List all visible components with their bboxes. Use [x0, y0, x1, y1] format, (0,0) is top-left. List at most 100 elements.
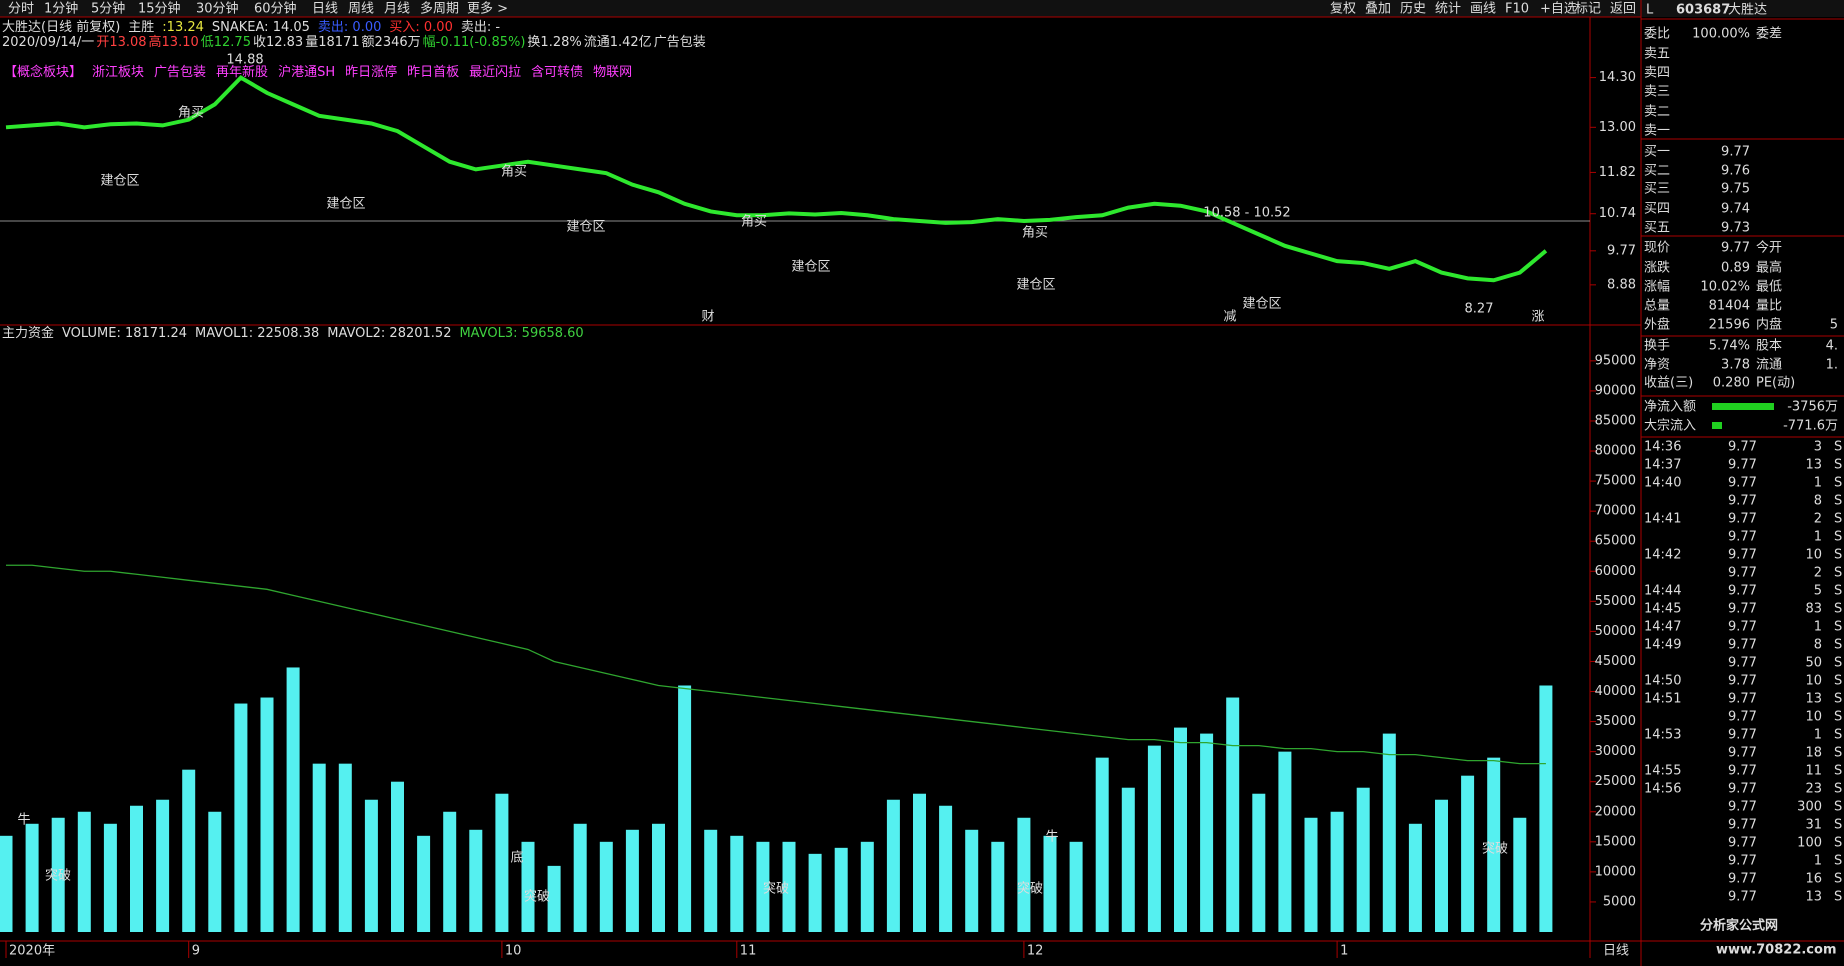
- quote-label: 总量: [1644, 299, 1670, 314]
- info-item: 流通1.42亿: [584, 35, 652, 50]
- info-item: 卖出: -: [461, 20, 501, 35]
- menu-item[interactable]: 多周期: [420, 1, 459, 17]
- menu-item[interactable]: 历史: [1400, 2, 1426, 17]
- menu-item[interactable]: 更多 >: [467, 1, 508, 17]
- menu-item[interactable]: 5分钟: [91, 1, 125, 17]
- x-tick-label: 2020年: [9, 944, 55, 959]
- quote-label: 涨跌: [1644, 260, 1670, 276]
- menu-item[interactable]: +自选: [1540, 2, 1577, 17]
- menu-item[interactable]: 1分钟: [44, 1, 78, 17]
- trade-price: 9.77: [1728, 746, 1757, 761]
- trade-price: 9.77: [1728, 566, 1757, 581]
- annotation: 建仓区: [1016, 278, 1055, 293]
- info-line: 大胜达(日线 前复权) 主胜:13.24 SNAKEA: 14.05 卖出: 0.00…: [2, 19, 500, 35]
- info-item: 买入: 0.00: [389, 20, 452, 35]
- volume-bar: [521, 841, 535, 932]
- volume-bar: [338, 763, 352, 932]
- menu-item[interactable]: 叠加: [1365, 2, 1391, 17]
- menu-item[interactable]: 复权: [1330, 1, 1356, 17]
- info-item: 量18171: [305, 35, 359, 50]
- menu-item[interactable]: 30分钟: [196, 1, 239, 17]
- info-item: 广告包装: [154, 65, 206, 80]
- trade-side: S: [1834, 710, 1842, 725]
- trade-price: 9.77: [1728, 440, 1757, 455]
- trade-time: 14:47: [1644, 620, 1681, 635]
- quote-value: 9.73: [1721, 221, 1750, 236]
- quote-label: 外盘: [1644, 317, 1670, 333]
- quote-value: 9.75: [1721, 182, 1750, 197]
- trade-side: S: [1834, 440, 1842, 455]
- info-item: 2020/09/14/一: [2, 35, 94, 50]
- quote-value: 3.78: [1721, 358, 1750, 373]
- trade-time: 14:41: [1644, 512, 1681, 527]
- info-item: 含可转债: [531, 64, 583, 80]
- trade-side: S: [1834, 764, 1842, 779]
- quote-value: 4.: [1826, 339, 1838, 354]
- trade-volume: 2: [1814, 512, 1822, 527]
- quote-label: 今开: [1756, 240, 1782, 256]
- info-item: 再年新股: [216, 64, 268, 80]
- annotation: 角买: [741, 215, 767, 230]
- menu-item[interactable]: 返回: [1610, 2, 1636, 17]
- info-item: 广告包装: [654, 35, 706, 50]
- menu-item[interactable]: 15分钟: [138, 1, 181, 17]
- menu-item[interactable]: 统计: [1435, 2, 1461, 17]
- info-item: 【概念板块】: [4, 64, 82, 80]
- menu-item[interactable]: 日线: [312, 2, 338, 17]
- volume-bar: [391, 781, 404, 932]
- menu-item[interactable]: F10: [1505, 2, 1529, 17]
- trade-side: S: [1834, 890, 1842, 905]
- watermark-site: www.70822.com: [1716, 943, 1837, 958]
- menu-item[interactable]: 月线: [384, 2, 410, 17]
- info-item: 收12.83: [253, 35, 303, 50]
- trade-price: 9.77: [1728, 656, 1757, 671]
- indicator-item: MAVOL3: 59658.60: [459, 326, 583, 341]
- quote-label: 买五: [1644, 221, 1670, 236]
- volume-bar: [182, 769, 196, 932]
- watermark: 分析家公式网: [1700, 918, 1778, 934]
- trade-volume: 2: [1814, 566, 1822, 581]
- indicator-item: MAVOL2: 28201.52: [327, 326, 451, 341]
- y-tick-label: 55000: [1595, 594, 1636, 609]
- trade-volume: 10: [1805, 674, 1822, 689]
- info-item: 最近闪拉: [469, 65, 521, 80]
- menu-item[interactable]: 标记: [1575, 2, 1601, 17]
- x-tick-label: 11: [740, 944, 757, 959]
- volume-bar: [678, 685, 692, 932]
- volume-bar: [573, 823, 587, 932]
- volume-bar: [1382, 733, 1396, 932]
- annotation: 牛: [1045, 830, 1058, 845]
- quote-value: 0.89: [1721, 261, 1750, 276]
- volume-bar: [495, 793, 509, 932]
- menu-item[interactable]: 分时: [8, 2, 34, 17]
- volume-bar: [1278, 751, 1292, 932]
- quote-label: 卖三: [1644, 85, 1670, 100]
- annotation: 牛: [17, 813, 30, 828]
- volume-bar: [1043, 835, 1057, 932]
- menu-item[interactable]: 60分钟: [254, 1, 297, 17]
- trade-time: 14:53: [1644, 728, 1681, 743]
- quote-value: 5: [1830, 318, 1838, 333]
- y-tick-label: 80000: [1595, 444, 1636, 459]
- info-item: 卖出: 0.00: [318, 20, 381, 35]
- volume-bar: [1304, 817, 1318, 932]
- trade-volume: 8: [1814, 494, 1822, 509]
- trade-price: 9.77: [1728, 548, 1757, 563]
- trade-side: S: [1834, 566, 1842, 581]
- trade-side: S: [1834, 620, 1842, 635]
- trade-volume: 10: [1805, 710, 1822, 725]
- y-tick-label: 15000: [1595, 834, 1636, 849]
- trade-volume: 5: [1814, 584, 1822, 599]
- quote-label: 涨幅: [1644, 280, 1670, 295]
- quote-label: 卖二: [1644, 105, 1670, 120]
- menu-item[interactable]: 周线: [348, 2, 374, 17]
- trade-side: S: [1834, 494, 1842, 509]
- volume-bar: [1513, 817, 1527, 932]
- trade-side: S: [1834, 512, 1842, 527]
- y-tick-label: 40000: [1595, 684, 1636, 699]
- trade-time: 14:37: [1644, 458, 1681, 473]
- menu-item[interactable]: 画线: [1470, 2, 1496, 17]
- trade-price: 9.77: [1728, 494, 1757, 509]
- volume-bar: [312, 763, 326, 932]
- volume-bar: [965, 829, 979, 932]
